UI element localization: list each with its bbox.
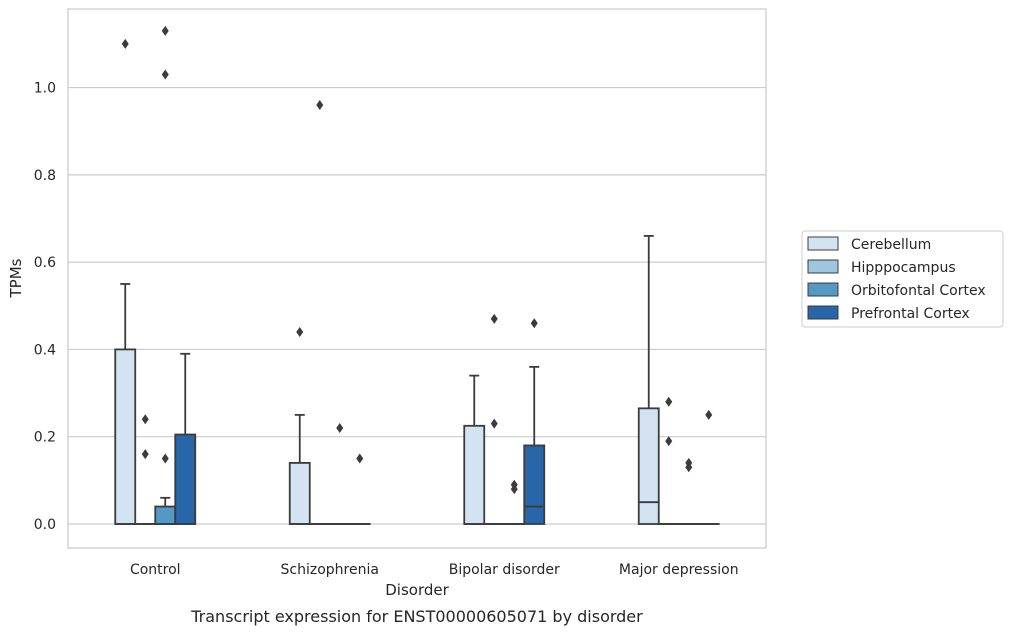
box-3-2 — [523, 318, 546, 525]
box-body — [114, 348, 137, 525]
chart-caption: Transcript expression for ENST0000060507… — [190, 607, 643, 626]
gridlines — [68, 86, 766, 525]
box-body — [154, 505, 177, 525]
box-0-2 — [463, 374, 486, 525]
x-tick-label: Schizophrenia — [281, 562, 379, 578]
box-0-0 — [114, 38, 137, 525]
y-tick-label: 0.8 — [34, 168, 56, 184]
box-2-2 — [503, 479, 526, 525]
box-0-1 — [288, 326, 311, 525]
box-3-0 — [174, 352, 197, 525]
outlier-point — [490, 313, 498, 324]
box-body — [288, 461, 311, 525]
outlier-point — [705, 409, 713, 420]
x-axis-label: Disorder — [385, 581, 449, 599]
outlier-point — [665, 436, 673, 447]
outlier-point — [296, 326, 304, 337]
outlier-point — [141, 449, 149, 460]
outlier-point — [161, 453, 169, 464]
legend-swatch — [807, 282, 839, 297]
y-tick-label: 0.6 — [34, 255, 56, 271]
legend-label: Cerebellum — [851, 237, 931, 253]
box-3-1 — [348, 453, 371, 525]
outlier-point — [316, 100, 324, 111]
x-tick-label: Bipolar disorder — [449, 562, 560, 578]
legend-swatch — [807, 305, 839, 320]
legend-swatch — [807, 236, 839, 251]
outlier-point — [161, 69, 169, 80]
box-body — [174, 433, 197, 525]
outlier-point — [665, 396, 673, 407]
y-tick-label: 1.0 — [34, 81, 56, 97]
x-axis-ticks: Control Schizophrenia Bipolar disorder Majo… — [130, 562, 739, 578]
legend-frame — [801, 230, 1004, 328]
y-axis-ticks: 0.0 0.2 0.4 0.6 0.8 1.0 — [34, 81, 56, 533]
box-body — [463, 424, 486, 525]
outlier-point — [141, 414, 149, 425]
box-body — [523, 444, 546, 525]
box-1-1 — [308, 100, 331, 525]
box-1-2 — [483, 313, 506, 525]
box-1-3 — [657, 396, 680, 525]
boxes — [114, 25, 720, 525]
outlier-point — [336, 422, 344, 433]
outlier-point — [510, 484, 518, 495]
x-tick-label: Control — [130, 562, 181, 578]
legend-label: Prefrontal Cortex — [851, 306, 970, 322]
y-tick-label: 0.4 — [34, 342, 56, 358]
outlier-point — [490, 418, 498, 429]
box-0-3 — [637, 235, 660, 525]
legend: Cerebellum Hipppocampus Orbitofontal Corte… — [801, 230, 1004, 328]
box-1-0 — [134, 414, 157, 525]
legend-label: Orbitofontal Cortex — [851, 283, 986, 299]
x-tick-label: Major depression — [619, 562, 739, 578]
outlier-point — [356, 453, 364, 464]
box-3-3 — [697, 409, 720, 525]
box-2-3 — [677, 457, 700, 525]
y-tick-label: 0.0 — [34, 517, 56, 533]
outlier-point — [161, 25, 169, 36]
y-tick-label: 0.2 — [34, 430, 56, 446]
legend-swatch — [807, 259, 839, 274]
legend-label: Hipppocampus — [851, 260, 956, 276]
y-axis-label: TPMs — [7, 258, 25, 298]
box-2-0 — [154, 25, 177, 525]
box-2-1 — [328, 422, 351, 525]
outlier-point — [685, 462, 693, 473]
outlier-point — [530, 318, 538, 329]
box-body — [637, 407, 660, 525]
outlier-point — [121, 38, 129, 49]
plot-frame — [67, 8, 767, 549]
